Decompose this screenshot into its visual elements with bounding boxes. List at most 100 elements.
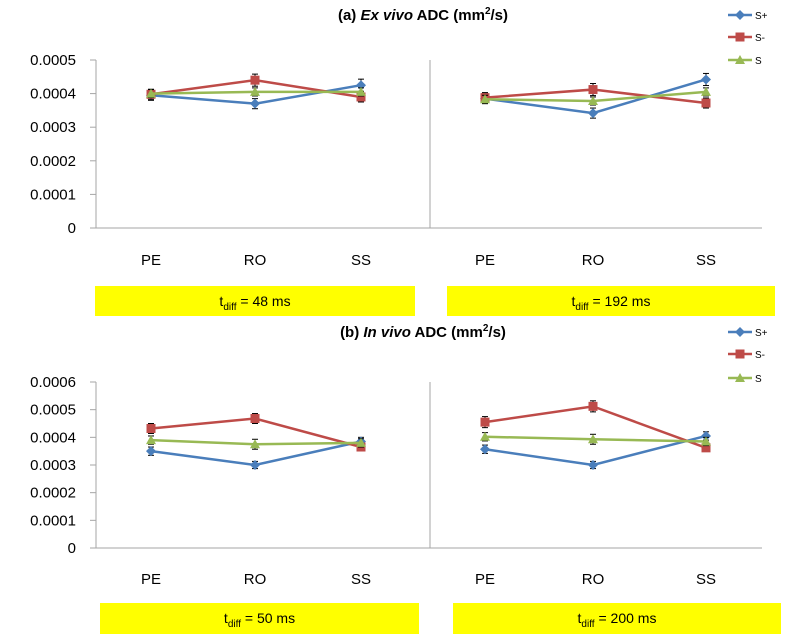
tdiff-box [95,286,415,316]
tdiff-box [453,603,781,634]
marker-s-plus [701,74,711,85]
title-unit-end: /s) [491,7,509,24]
tdiff-box [447,286,775,316]
marker-s-plus [146,446,156,457]
x-tick-label: PE [141,571,161,588]
title-superscript: 2 [483,323,489,334]
tdiff-box [100,603,419,634]
marker-s-minus [701,443,711,453]
y-tick-label: 0.0003 [30,119,76,136]
y-tick-label: 0.0002 [30,485,76,502]
x-tick-label: PE [475,571,495,588]
marker-s [701,86,711,96]
marker-s [480,94,490,104]
tdiff-value: = 50 ms [241,610,295,626]
tdiff-subscript: diff [223,302,236,313]
x-tick-label: SS [351,571,371,588]
title-italic: In vivo [363,324,411,341]
legend-label: S [755,374,762,385]
tdiff-label: tdiff = 200 ms [578,610,657,630]
tdiff-t: t [578,610,582,626]
subplot-1: PE RO SS tdiff = 48 ms [95,73,415,316]
title-prefix: (a) [338,7,361,24]
x-tick-label: PE [475,252,495,269]
y-tick-label: 0.0006 [30,374,76,391]
marker-s [735,373,745,382]
x-tick-label: RO [244,252,267,269]
panel-title: (b) In vivo ADC (mm2/s) [340,323,506,341]
marker-s [480,431,490,441]
marker-s-minus [356,92,366,102]
marker-s [701,436,711,446]
marker-s-plus [588,460,598,470]
marker-s-plus [735,10,745,20]
marker-s-minus [735,32,745,42]
y-tick-label: 0.0001 [30,186,76,203]
marker-s [588,95,598,105]
marker-s-plus [250,98,260,109]
panel-a: (a) Ex vivo ADC (mm2/s) 0 0.0001 0.0002 0.00… [30,6,775,316]
panel-b: (b) In vivo ADC (mm2/s) 0 0.0001 0.0002 0.00… [30,323,781,634]
subplot-2: PE RO SS tdiff = 200 ms [453,400,781,634]
title-unit-end: /s) [488,324,506,341]
marker-s-minus [735,349,745,359]
tdiff-subscript: diff [228,619,241,630]
x-tick-label: SS [696,252,716,269]
marker-s [250,86,260,96]
marker-s-plus [588,108,598,119]
y-tick-label: 0.0002 [30,153,76,170]
x-tick-label: RO [582,571,605,588]
panel-title: (a) Ex vivo ADC (mm2/s) [338,6,508,24]
legend-label: S- [755,350,765,361]
legend: S+ S- S [728,327,768,385]
marker-s [588,434,598,444]
marker-s-minus [588,85,598,95]
marker-s-minus [701,98,711,108]
title-unit: ADC (mm [411,324,483,341]
y-tick-label: 0.0005 [30,52,76,69]
marker-s-plus [701,430,711,441]
tdiff-t: t [572,293,576,309]
marker-s-minus [588,401,598,411]
marker-s-plus [735,327,745,337]
subplot-2: PE RO SS tdiff = 192 ms [447,72,775,316]
marker-s-minus [250,75,260,85]
tdiff-label: tdiff = 192 ms [572,293,651,313]
y-tick-label: 0.0004 [30,86,76,103]
marker-s-minus [250,414,260,424]
marker-s [356,86,366,96]
y-tick-label: 0.0001 [30,512,76,529]
y-tick-label: 0.0003 [30,457,76,474]
tdiff-value: = 48 ms [236,293,290,309]
tdiff-t: t [219,293,223,309]
x-tick-label: SS [351,252,371,269]
marker-s-plus [480,444,490,455]
y-tick-label: 0 [68,220,76,237]
tdiff-label: tdiff = 50 ms [224,610,295,630]
x-tick-label: RO [582,252,605,269]
legend-label: S [755,56,762,67]
title-superscript: 2 [485,6,491,17]
subplot-1: PE RO SS tdiff = 50 ms [100,413,419,634]
y-tick-label: 0.0005 [30,402,76,419]
x-tick-label: PE [141,252,161,269]
tdiff-label: tdiff = 48 ms [219,293,290,313]
tdiff-value: = 200 ms [595,610,657,626]
x-tick-label: SS [696,571,716,588]
x-tick-label: RO [244,571,267,588]
marker-s [735,55,745,64]
marker-s-plus [250,460,260,470]
title-unit: ADC (mm [413,7,485,24]
legend-label: S- [755,33,765,44]
marker-s [146,435,156,445]
marker-s [146,88,156,98]
marker-s [250,439,260,449]
marker-s-minus [146,423,156,433]
marker-s [356,437,366,447]
legend-label: S+ [755,11,768,22]
title-prefix: (b) [340,324,363,341]
legend-label: S+ [755,328,768,339]
tdiff-value: = 192 ms [589,293,651,309]
marker-s-minus [480,417,490,427]
